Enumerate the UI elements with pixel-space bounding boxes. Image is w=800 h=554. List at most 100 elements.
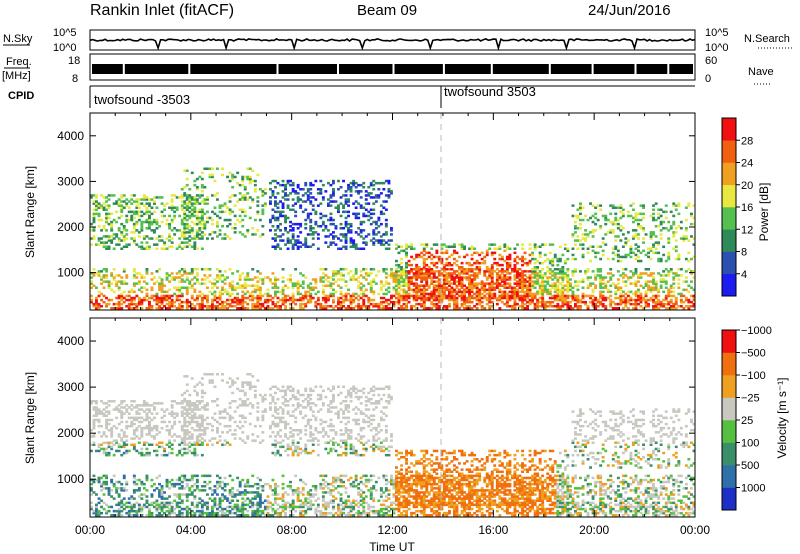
power-cell [354,268,358,271]
power-cell [584,294,587,298]
power-cell [319,202,323,205]
power-cell [155,294,159,298]
power-cell [105,208,108,211]
power-cell [117,202,121,205]
power-cell [344,268,348,271]
power-cell [500,294,504,298]
power-cell [362,298,366,302]
power-cell [644,305,648,308]
velocity-cell [148,511,151,515]
velocity-cell [183,406,187,409]
power-cell [634,257,638,261]
power-cell [198,307,202,310]
power-cell [286,198,290,201]
velocity-cell [195,393,199,397]
power-cell [95,305,98,308]
power-cell [536,307,540,310]
velocity-cell [188,449,192,453]
power-cell [90,229,93,232]
velocity-cell [100,476,103,480]
power-cell [533,272,537,275]
power-cell [190,268,194,271]
power-cell [258,305,262,308]
power-cell [468,263,471,267]
power-cell [505,294,509,298]
power-cell [453,251,456,255]
velocity-cell [135,478,139,482]
power-cell [211,222,214,226]
velocity-cell [97,431,101,434]
power-cell [127,290,131,294]
power-cell [561,292,565,296]
velocity-cell [160,503,164,507]
power-cell [629,290,633,294]
velocity-cell [190,485,194,488]
power-cell [314,220,318,224]
power-cell [490,276,494,279]
power-cell [448,296,451,300]
power-cell [246,175,250,179]
power-cell [662,305,666,308]
power-cell [354,243,358,246]
power-cell [286,204,290,207]
power-cell [135,229,139,232]
power-cell [117,302,121,306]
velocity-cell [200,503,204,507]
power-cell [132,302,136,306]
power-cell [659,208,663,211]
power-cell [435,296,439,300]
power-cell [692,270,696,273]
velocity-cell [173,412,177,415]
power-cell [163,243,166,246]
power-cell [538,290,542,294]
power-cell [170,218,174,222]
power-cell [521,286,524,289]
power-cell [170,198,174,201]
velocity-cell [107,410,111,413]
power-cell [478,270,482,273]
power-cell [440,261,444,265]
power-cell [657,216,661,220]
power-cell [594,278,598,281]
power-cell [299,298,303,302]
velocity-cell [178,495,182,498]
power-cell [629,255,633,259]
power-cell [284,188,287,191]
velocity-cell [145,499,149,502]
power-cell [558,296,562,300]
power-cell [334,227,338,230]
velocity-cell [102,408,106,411]
power-cell [463,307,466,310]
power-cell [195,222,199,226]
power-cell [420,280,424,283]
velocity-cell [163,410,166,413]
power-cell [458,272,461,275]
power-cell [344,296,348,300]
power-cell [397,300,401,304]
power-cell [526,300,529,304]
power-cell [649,288,653,292]
power-cell [165,276,169,279]
power-cell [579,270,582,273]
power-cell [571,298,575,302]
velocity-cell [180,511,184,515]
power-cell [200,302,204,306]
power-cell [332,294,335,298]
power-cell [684,257,688,261]
velocity-cell [160,426,164,430]
power-cell [629,249,633,253]
power-cell [296,192,300,195]
power-cell [384,179,388,183]
power-cell [553,296,557,300]
power-cell [478,266,482,269]
power-cell [621,276,625,279]
velocity-cell [150,435,154,438]
power-cell [596,204,600,207]
power-cell [395,284,398,287]
power-cell [445,305,449,308]
velocity-cell [163,447,166,451]
power-cell [105,302,108,306]
power-cell [412,274,416,277]
power-cell [558,288,562,292]
power-cell [311,288,315,292]
